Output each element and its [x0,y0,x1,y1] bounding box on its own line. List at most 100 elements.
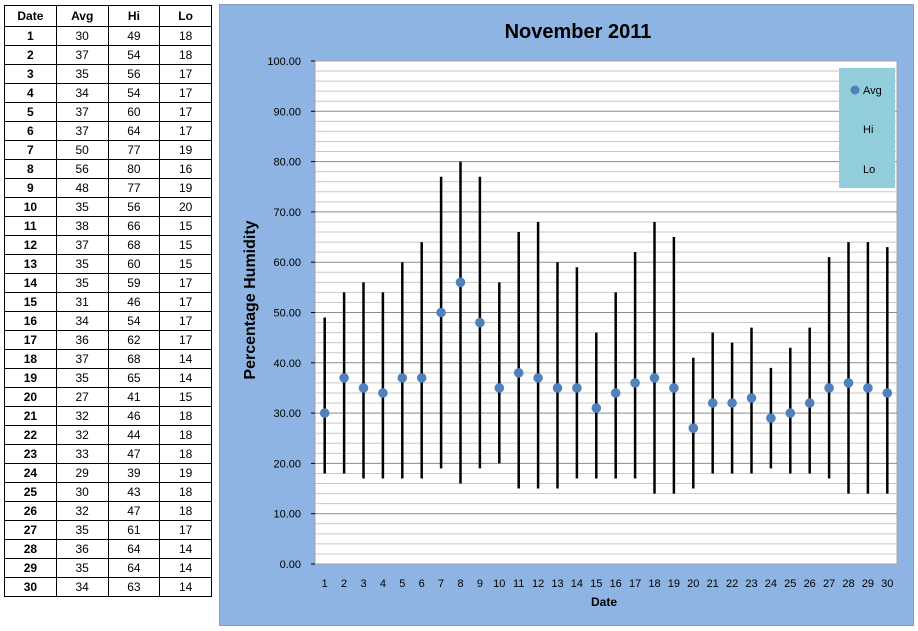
y-tick-label: 30.00 [273,408,301,420]
table-cell-lo: 17 [159,64,212,84]
table-cell-hi: 68 [107,349,161,369]
table-cell-date: 6 [4,121,57,141]
table-cell-lo: 17 [159,292,212,312]
table-cell-hi: 41 [107,387,161,407]
x-tick-label: 27 [823,578,835,590]
table-row: 4 34 54 17 [4,83,212,103]
avg-marker [513,368,524,378]
table-cell-hi: 47 [107,444,161,464]
table-row: 18 37 68 14 [4,349,212,369]
avg-marker [727,398,737,408]
table-cell-lo: 17 [159,102,212,122]
y-tick-label: 90.00 [273,106,301,118]
table-cell-date: 21 [4,406,57,426]
table-cell-avg: 35 [55,558,109,578]
table-cell-date: 15 [4,292,57,312]
x-tick-label: 25 [784,578,796,590]
table-row: 21 32 46 18 [4,406,212,426]
table-cell-date: 11 [4,216,57,236]
table-cell-avg: 36 [55,539,109,559]
avg-marker [339,373,349,383]
avg-marker [436,307,446,318]
x-tick-label: 2 [341,578,347,590]
table-cell-avg: 27 [55,387,109,407]
y-axis-ticks: 0.00 10.00 20.00 30.00 40.00 50.00 60.00 70.00 8… [267,56,315,571]
legend-hi-label: Hi [863,124,873,136]
table-cell-avg: 35 [55,273,109,293]
avg-marker [688,423,699,433]
x-tick-label: 14 [571,578,583,590]
x-tick-label: 10 [493,578,505,590]
table-cell-date: 10 [4,197,57,217]
table-row: 3 35 56 17 [4,64,212,84]
table-cell-lo: 18 [159,501,212,521]
table-cell-avg: 29 [55,463,109,483]
table-row: 29 35 64 14 [4,558,212,578]
column-header-lo: Lo [159,5,212,27]
table-cell-hi: 66 [107,216,161,236]
table-cell-date: 4 [4,83,57,103]
table-cell-date: 1 [4,26,57,46]
x-tick-label: 5 [399,578,405,590]
legend-avg-label: Avg [863,85,882,97]
avg-marker [475,317,485,328]
table-cell-hi: 64 [107,558,161,578]
table-row: 17 36 62 17 [4,330,212,350]
table-cell-lo: 16 [159,159,212,179]
table-row: 25 30 43 18 [4,482,212,502]
table-cell-date: 26 [4,501,57,521]
table-cell-date: 7 [4,140,57,160]
avg-marker [746,393,757,403]
table-cell-lo: 18 [159,26,212,46]
table-cell-date: 13 [4,254,57,274]
table-cell-hi: 64 [107,121,161,141]
table-cell-hi: 54 [107,83,161,103]
x-tick-label: 20 [687,578,699,590]
avg-marker [610,388,621,398]
table-cell-avg: 33 [55,444,109,464]
table-row: 16 34 54 17 [4,311,212,331]
avg-marker [785,408,796,418]
legend-box [839,68,895,188]
x-tick-label: 18 [648,578,660,590]
x-tick-label: 17 [629,578,641,590]
table-cell-hi: 59 [107,273,161,293]
table-row: 8 56 80 16 [4,159,212,179]
table-cell-hi: 39 [107,463,161,483]
table-cell-hi: 64 [107,539,161,559]
table-row: 22 32 44 18 [4,425,212,445]
table-cell-lo: 18 [159,444,212,464]
table-row: 20 27 41 15 [4,387,212,407]
table-cell-avg: 32 [55,501,109,521]
table-cell-lo: 14 [159,368,212,388]
x-tick-label: 3 [360,578,366,590]
table-cell-avg: 56 [55,159,109,179]
x-tick-label: 6 [419,578,425,590]
x-tick-label: 28 [842,578,854,590]
table-cell-avg: 35 [55,368,109,388]
table-cell-avg: 31 [55,292,109,312]
avg-marker [319,408,330,418]
avg-marker [863,383,873,393]
table-cell-hi: 43 [107,482,161,502]
chart-panel: November 2011 0.00 10.00 20.00 30.00 40.00 50… [219,4,914,626]
table-cell-lo: 18 [159,425,212,445]
table-cell-lo: 14 [159,349,212,369]
avg-marker [630,378,640,388]
table-row: 15 31 46 17 [4,292,212,312]
table-cell-hi: 68 [107,235,161,255]
table-cell-lo: 17 [159,520,212,540]
table-cell-lo: 17 [159,311,212,331]
table-cell-lo: 17 [159,121,212,141]
table-cell-date: 28 [4,539,57,559]
table-cell-lo: 17 [159,273,212,293]
table-cell-lo: 15 [159,387,212,407]
x-tick-label: 30 [881,578,893,590]
table-row: 7 50 77 19 [4,140,212,160]
y-tick-label: 70.00 [273,207,301,219]
avg-marker [397,373,408,383]
column-header-avg: Avg [55,5,109,27]
chart-title: November 2011 [505,21,652,43]
y-tick-label: 100.00 [267,56,301,68]
x-tick-label: 22 [726,578,738,590]
